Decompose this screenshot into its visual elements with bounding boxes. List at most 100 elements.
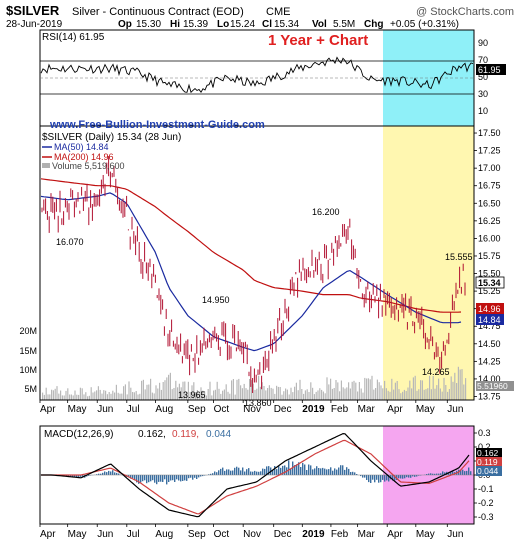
macd-hist-bar [232,470,234,475]
exchange: CME [266,6,290,18]
lo-label: Lo [217,19,229,30]
macd-hist-bar [334,468,336,475]
volume-bar [290,387,292,400]
macd-hist-bar [134,475,136,481]
macd-hist-bar [428,473,430,475]
macd-hist-bar [66,475,68,477]
volume-bar [142,379,144,400]
volume-bar [43,394,45,400]
macd-hist-bar [108,470,110,475]
volume-bar [353,380,355,400]
macd-hist-bar [168,475,170,482]
volume-bar [49,394,51,400]
macd-hist-bar [316,466,318,475]
macd-hist-bar [162,475,164,482]
volume-bar [42,392,44,400]
ma50-legend: MA(50) 14.84 [54,142,109,152]
x-tick-label: May [68,529,87,540]
macd-hist-bar [142,475,144,482]
price-frame [39,125,475,401]
macd-hist-bar [216,472,218,475]
volume-bar [200,387,202,400]
macd-line [41,432,470,518]
volume-bar [270,387,272,400]
x-tick-label: Aug [155,404,173,415]
macd-hist-bar [148,475,150,483]
macd-hist-bar [182,475,184,481]
volume-bar [249,379,251,400]
price-tick-label: 14.75 [478,321,501,331]
price-axis: 17.50 17.25 17.00 16.75 16.50 16.25 16.00 15.75… [478,128,501,401]
x-tick-label: Apr [387,529,403,540]
macd-hist-bar [324,468,326,475]
rsi-tick-90: 90 [478,38,488,48]
macd-hist-bar [260,471,262,475]
volume-bar [137,394,139,400]
macd-hist-bar [382,475,384,480]
volume-bar [319,388,321,400]
volume-bar [457,366,459,400]
volume-bar [418,389,420,400]
volume-bar [272,388,274,400]
volume-bar [105,390,107,400]
volume-bar [135,391,137,400]
volume-bar [420,380,422,400]
macd-tick-label: 0.2 [478,442,491,452]
volume-bar [236,379,238,400]
macd-hist-bar [362,475,364,478]
volume-bar [256,388,258,400]
macd-hist-bar [284,465,286,475]
volume-bar [306,389,308,400]
volume-bar [378,382,380,400]
volume-bar [243,383,245,400]
volume-bar [286,389,288,400]
macd-hist-bar [230,470,232,475]
cl-label: Cl [262,19,272,30]
price-tick-label: 17.50 [478,128,501,138]
volume-bar [110,393,112,400]
macd-hist-bar [392,475,394,481]
macd-hist-bar [200,475,202,477]
volume-bar [315,391,317,400]
macd-hist-bar [354,472,356,475]
volume-bar [326,377,328,400]
volume-bar [267,388,269,400]
macd-hist-bar [282,465,284,475]
volume-bar [317,390,319,400]
volume-bar [303,393,305,400]
macd-hist-bar [70,475,72,477]
ma200-legend: MA(200) 14.96 [54,152,114,162]
macd-hist-bar [434,473,436,475]
volume-bar [456,383,458,400]
hist-badge [476,466,502,476]
volume-bar [301,389,303,400]
volume-bar [169,372,171,400]
macd-hist-bar [242,467,244,475]
volume-bar [400,393,402,400]
price-tick-label: 15.25 [478,286,501,296]
volume-bar [76,394,78,400]
volume-bar [258,375,260,400]
macd-hist-bar [220,468,222,475]
macd-hist-bar [410,475,412,478]
ma50-line [40,192,462,352]
volume-bar [355,382,357,400]
rsi-tick-70: 70 [478,55,488,65]
volume-bar [425,389,427,400]
macd-hist-bar [448,472,450,475]
volume-bar [385,388,387,400]
x-tick-label: 2019 [302,404,325,415]
volume-bar [164,380,166,400]
volume-bar [308,392,310,400]
macd-hist-bar [326,469,328,475]
macd-hist-bar [394,475,396,481]
macd-hist-bar [460,469,462,475]
volume-bar [115,384,117,400]
macd-hist-bar [240,470,242,475]
volume-bar [414,375,416,400]
volume-bar [101,393,103,400]
price-tick-label: 14.00 [478,374,501,384]
x-tick-label: Aug [155,529,173,540]
volume-bar [448,389,450,400]
volume-bar [366,378,368,400]
